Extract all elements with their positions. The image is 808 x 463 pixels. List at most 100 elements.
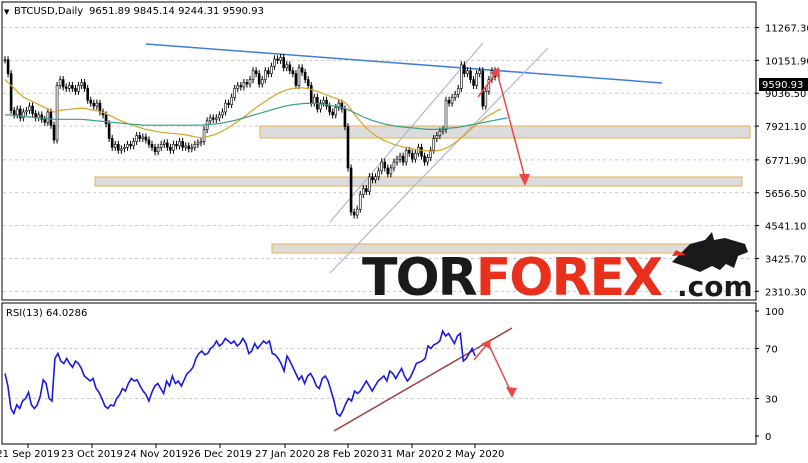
candle-body	[319, 102, 322, 110]
watermark-com: .com	[677, 270, 753, 303]
candle-body	[343, 108, 347, 128]
candle-body	[113, 144, 117, 148]
candle-body	[162, 142, 166, 145]
candle-body	[377, 170, 380, 178]
candle-body	[52, 124, 56, 141]
candle-body	[291, 70, 295, 74]
candle-body	[55, 85, 59, 141]
candle-body	[309, 85, 313, 104]
candle-body	[386, 167, 390, 175]
candle-body	[83, 82, 86, 89]
forecast-arrow-rsi	[473, 339, 517, 398]
candle-body	[169, 147, 172, 151]
x-tick-label: 31 Mar 2020	[380, 449, 443, 460]
candle-body	[215, 117, 218, 120]
candle-body	[472, 79, 475, 86]
candle-body	[374, 176, 377, 181]
price-tick-label: 5656.50	[765, 189, 806, 200]
candle-body	[138, 135, 142, 139]
x-axis: 21 Sep 2019 23 Oct 2019 24 Nov 2019 26 Dec …	[0, 444, 504, 460]
candle-body	[270, 66, 273, 74]
candle-body	[254, 70, 258, 74]
candle-body	[156, 147, 160, 153]
candle-body	[211, 117, 215, 120]
candle-body	[444, 99, 448, 130]
price-axis: 11267.30 10151.90 9036.50 7921.10 6771.90 565…	[755, 24, 808, 298]
candle-body	[460, 64, 463, 89]
candle-body	[43, 119, 47, 123]
candle-body	[19, 108, 22, 119]
candle-body	[423, 155, 426, 163]
candle-body	[371, 176, 374, 181]
candle-body	[426, 157, 429, 163]
candle-body	[251, 70, 255, 80]
candle-body	[166, 142, 169, 148]
candle-body	[294, 73, 298, 86]
candle-body	[31, 105, 34, 114]
candle-body	[89, 99, 93, 104]
candle-body	[450, 96, 454, 104]
torforex-watermark: TORFOREX .com	[362, 232, 753, 308]
watermark-forex: FOREX	[476, 248, 663, 308]
candle-body	[12, 110, 16, 116]
candle-body	[401, 155, 405, 163]
candle-body	[3, 59, 7, 62]
candle-body	[208, 117, 212, 122]
candle-body	[303, 71, 307, 80]
x-tick-label: 28 Feb 2020	[317, 449, 379, 460]
candle-body	[80, 82, 83, 86]
candle-body	[267, 70, 270, 74]
x-tick-label: 21 Sep 2019	[0, 449, 60, 460]
candle-body	[245, 82, 249, 85]
price-tick-label: 10151.90	[765, 56, 808, 67]
candle-body	[420, 147, 423, 157]
candle-body	[117, 144, 120, 151]
candle-body	[282, 57, 285, 69]
candle-body	[25, 110, 28, 113]
candle-body	[285, 64, 289, 69]
candle-body	[141, 136, 145, 139]
rsi-tick-label: 0	[765, 432, 771, 443]
candle-body	[193, 144, 197, 148]
resistance-trendline	[145, 43, 663, 84]
candle-body	[398, 155, 402, 160]
candle-body	[260, 79, 264, 85]
price-tick-label: 2310.30	[765, 287, 806, 298]
candle-body	[9, 73, 13, 111]
ohlc-label: 9651.89 9845.14 9244.31 9590.93	[89, 6, 264, 17]
candle-body	[153, 147, 157, 153]
candle-body	[242, 82, 246, 88]
price-tick-label: 4541.10	[765, 222, 806, 233]
candle-body	[404, 149, 408, 163]
candle-body	[233, 88, 236, 98]
candle-body	[135, 135, 138, 142]
current-price-tag: 9590.93	[759, 78, 808, 91]
candle-body	[432, 138, 436, 151]
channel-upper-line	[329, 42, 484, 223]
candle-body	[74, 88, 77, 92]
watermark-tor: TOR	[362, 248, 477, 308]
candle-body	[358, 194, 362, 210]
candle-body	[411, 152, 414, 160]
candle-body	[61, 79, 65, 88]
candle-body	[322, 99, 325, 104]
candle-body	[199, 141, 203, 144]
candle-body	[104, 114, 108, 125]
price-plot	[3, 53, 508, 219]
candle-body	[481, 70, 485, 107]
candle-body	[355, 208, 359, 216]
rsi-grid	[3, 348, 755, 399]
candle-body	[227, 102, 230, 105]
rsi-plot	[4, 328, 476, 418]
candle-body	[71, 85, 74, 89]
forecast-arrow-price	[477, 67, 530, 186]
candle-body	[230, 96, 233, 105]
candle-body	[313, 96, 316, 104]
candle-body	[181, 141, 184, 148]
candle-body	[172, 144, 175, 151]
candle-body	[441, 129, 445, 132]
x-tick-label: 24 Nov 2019	[124, 449, 188, 460]
candle-body	[389, 167, 393, 175]
candle-body	[58, 79, 62, 86]
candle-body	[463, 64, 466, 74]
